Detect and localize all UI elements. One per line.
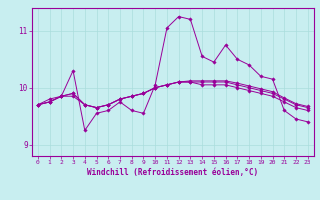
- X-axis label: Windchill (Refroidissement éolien,°C): Windchill (Refroidissement éolien,°C): [87, 168, 258, 177]
